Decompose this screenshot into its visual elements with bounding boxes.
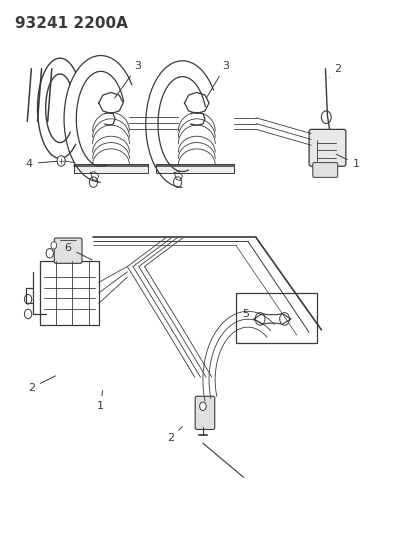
Circle shape <box>89 177 97 188</box>
Text: 3: 3 <box>206 61 228 98</box>
Text: 2: 2 <box>28 376 55 393</box>
Text: 3: 3 <box>114 61 141 98</box>
Circle shape <box>24 294 32 304</box>
Circle shape <box>173 177 181 188</box>
Bar <box>235 293 316 343</box>
Text: 1: 1 <box>335 154 359 168</box>
FancyBboxPatch shape <box>309 130 345 166</box>
Circle shape <box>24 309 32 319</box>
Circle shape <box>57 156 65 166</box>
FancyBboxPatch shape <box>54 238 82 263</box>
Circle shape <box>279 312 289 325</box>
Text: 5: 5 <box>242 309 249 319</box>
Bar <box>40 261 99 325</box>
Text: 1: 1 <box>97 391 104 411</box>
Circle shape <box>51 241 57 249</box>
Circle shape <box>46 248 53 258</box>
Text: 2: 2 <box>166 426 182 443</box>
Circle shape <box>199 402 206 410</box>
Circle shape <box>320 111 330 124</box>
Bar <box>74 164 147 173</box>
FancyBboxPatch shape <box>195 396 214 430</box>
Text: 93241 2200A: 93241 2200A <box>15 16 128 31</box>
Text: 4: 4 <box>26 159 57 168</box>
Text: 2: 2 <box>329 64 340 77</box>
Text: 6: 6 <box>64 243 92 260</box>
Bar <box>156 164 233 173</box>
Circle shape <box>254 312 264 325</box>
FancyBboxPatch shape <box>312 163 337 177</box>
